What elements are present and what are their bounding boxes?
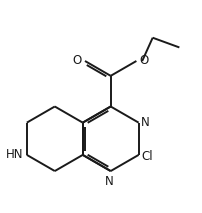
Text: HN: HN [5,148,23,161]
Text: Cl: Cl [142,150,154,163]
Text: N: N [105,175,114,188]
Text: N: N [141,116,150,129]
Text: O: O [73,54,82,67]
Text: O: O [139,55,148,68]
